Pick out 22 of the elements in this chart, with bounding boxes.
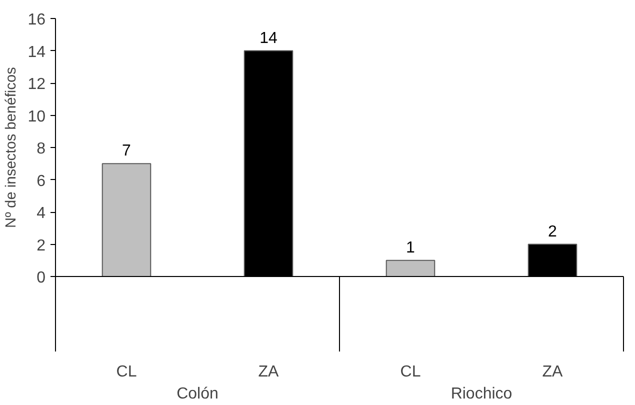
y-tick-label: 0 [36, 270, 46, 286]
bar [386, 260, 436, 276]
y-tick-label: 8 [36, 140, 46, 158]
x-tick-label: ZA [542, 364, 564, 380]
data-label: 1 [406, 239, 416, 256]
data-label: 14 [260, 30, 278, 47]
x-tick-label: ZA [258, 364, 280, 380]
y-tick-label: 4 [36, 205, 46, 222]
data-label: 7 [122, 142, 132, 160]
bar [102, 163, 152, 276]
y-tick-label: 6 [36, 172, 46, 190]
data-label: 2 [548, 223, 558, 240]
y-tick-label: 16 [28, 12, 46, 28]
x-tick-label: CL [116, 364, 137, 380]
text: Colón [176, 386, 218, 402]
y-tick-label: 2 [36, 237, 46, 254]
text: Riochico [450, 386, 512, 402]
y-tick-label: 12 [28, 76, 46, 93]
x-tick-label: CL [400, 364, 421, 380]
y-tick-label: 14 [28, 44, 46, 61]
y-axis-title: Nº de insectos benéficos [4, 67, 20, 228]
y-tick-label: 10 [28, 108, 46, 126]
